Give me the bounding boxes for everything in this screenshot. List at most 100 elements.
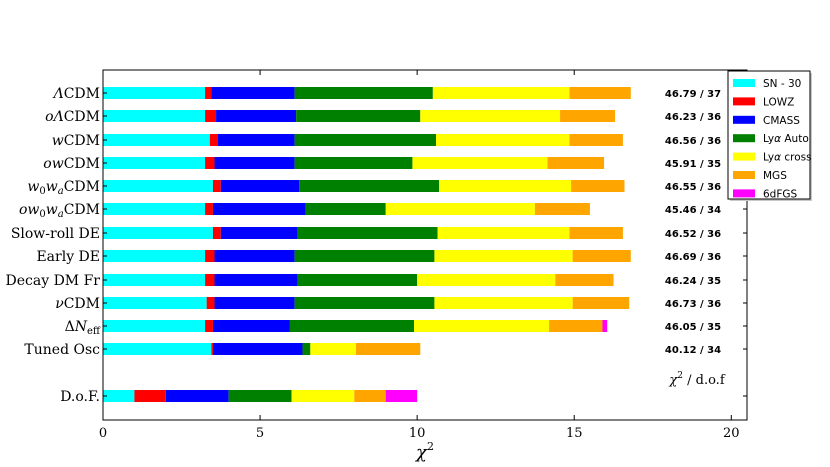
bar-segment [534, 203, 590, 215]
bar-segment [103, 180, 213, 192]
bar-segment [212, 320, 290, 332]
bar-segment [103, 110, 206, 122]
bar-segment [206, 297, 215, 309]
bar-segment [569, 227, 623, 239]
legend-entry: Lyα Auto [763, 133, 809, 145]
chi2-dof-value: 46.52 / 36 [665, 229, 721, 240]
y-tick-label: oΛCDM [45, 109, 100, 125]
bar-segment [103, 343, 212, 355]
bar-segment [420, 110, 561, 122]
bar-segment [547, 157, 605, 169]
legend-swatch [733, 134, 755, 143]
legend-entry: CMASS [763, 115, 800, 127]
y-tick-label: νCDM [55, 296, 100, 312]
bar-segment [209, 134, 218, 146]
y-tick-label: D.o.F. [60, 389, 100, 405]
bar-segment [417, 274, 556, 286]
bar-segment [103, 87, 206, 99]
bar-segment [302, 343, 311, 355]
bar-segment [212, 227, 221, 239]
bar-segment [103, 274, 206, 286]
bar-segment [385, 390, 418, 402]
chi2-dof-value: 46.23 / 36 [665, 112, 721, 123]
bar-segment [572, 250, 631, 262]
y-tick-label: Slow-roll DE [11, 226, 100, 242]
legend-swatch [733, 152, 755, 161]
bar-segment [385, 203, 535, 215]
bar-segment [220, 180, 300, 192]
chi2-dof-value: 45.91 / 35 [665, 159, 721, 170]
bar-segment [211, 343, 213, 355]
bar-segment [439, 180, 572, 192]
legend-entry: 6dFGS [763, 188, 798, 200]
bar-segment [555, 274, 614, 286]
chi2-dof-value: 46.24 / 35 [665, 276, 721, 287]
bar-segment [214, 297, 295, 309]
bar-segment [437, 227, 570, 239]
legend-entry: LOWZ [763, 96, 794, 108]
legend-swatch [733, 189, 755, 198]
bar-segment [294, 157, 413, 169]
bar-segment [205, 87, 212, 99]
chi2-dof-labels: 46.79 / 37 46.23 / 36 46.56 / 36 45.91 / 35… [665, 89, 721, 356]
legend-entry: Lyα cross [763, 152, 812, 164]
chi2-dof-value: 40.12 / 34 [665, 345, 721, 356]
bar-segment [289, 320, 415, 332]
bar-segment [299, 180, 440, 192]
y-tick-label: Tuned Osc [24, 342, 100, 358]
y-tick-label: Decay DM Fr [6, 273, 101, 289]
bar-segment [549, 320, 603, 332]
x-tick-label: 10 [409, 426, 426, 441]
bar-segment [434, 297, 573, 309]
bar-segment [103, 134, 210, 146]
legend-swatch [733, 115, 755, 124]
bar-segment [432, 87, 570, 99]
bar-segment [297, 227, 438, 239]
bar-segment [214, 250, 295, 262]
legend-swatch [733, 97, 755, 106]
chi2-dof-value: 46.55 / 36 [665, 182, 721, 193]
bar-segment [434, 250, 573, 262]
bar-segment [205, 157, 215, 169]
bar-segment [205, 250, 215, 262]
bar-segment [205, 110, 217, 122]
y-tick-label: owCDM [43, 156, 100, 172]
chi2-dof-value: 46.69 / 36 [665, 252, 721, 263]
x-tick-label: 5 [256, 426, 264, 441]
bar-segment [572, 297, 630, 309]
y-tick-label: Early DE [36, 249, 100, 265]
x-tick-label: 0 [99, 426, 107, 441]
bar-segment [216, 110, 297, 122]
bar-segment [436, 134, 570, 146]
bar-segment [103, 320, 206, 332]
plot-frame [102, 69, 748, 421]
y-tick-label: ΔNeff [65, 319, 101, 337]
bar-segment [355, 343, 421, 355]
bar-segment [103, 203, 206, 215]
bar-segment [103, 297, 207, 309]
bar-segment [103, 390, 135, 402]
bar-segment [212, 343, 303, 355]
bar-segment [305, 203, 386, 215]
bar-segment [297, 274, 418, 286]
bar-segment [354, 390, 386, 402]
bar-segment [103, 227, 213, 239]
y-tick-label: w0waCDM [27, 179, 100, 197]
legend-swatch [733, 171, 755, 179]
chi2-dof-value: 46.56 / 36 [665, 136, 721, 147]
bar-segment [569, 134, 623, 146]
bar-segment [134, 390, 166, 402]
bar-segment [214, 157, 295, 169]
bar-segment [310, 343, 356, 355]
bar-segment [228, 390, 292, 402]
chi2-dof-header: χ2 / d.o.f [668, 371, 725, 388]
y-axis-labels: ΛCDM oΛCDM wCDM owCDM w0waCDM ow0waCDM Slow-ro… [6, 86, 101, 405]
bar-segment [214, 274, 298, 286]
bar-segment [294, 297, 435, 309]
bar-segment [560, 110, 616, 122]
bar-segment [165, 390, 229, 402]
bar-segment [205, 320, 213, 332]
legend-entry: MGS [763, 170, 787, 182]
chi2-dof-value: 45.46 / 34 [665, 205, 721, 216]
bar-segment [296, 110, 421, 122]
